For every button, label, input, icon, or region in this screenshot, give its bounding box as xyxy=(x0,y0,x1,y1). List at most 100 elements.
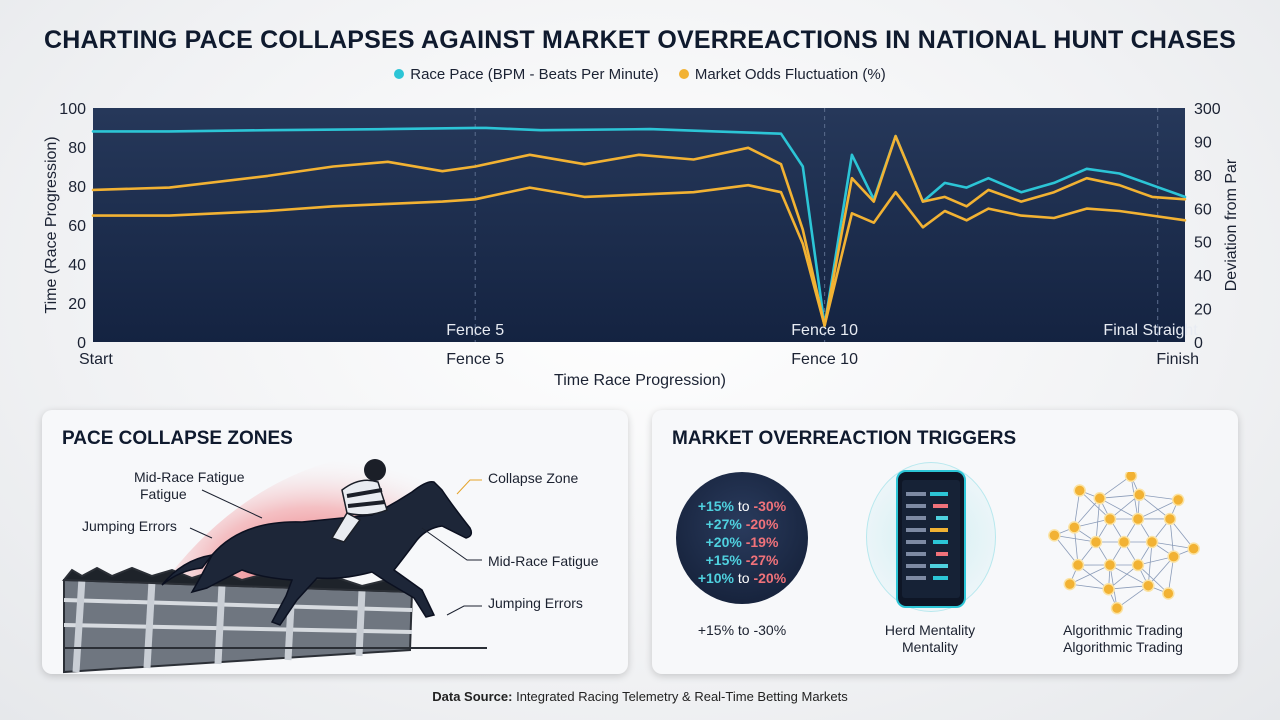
network-node xyxy=(1071,558,1085,572)
network-node xyxy=(1163,512,1177,526)
network-node xyxy=(1102,582,1115,596)
network-node xyxy=(1124,472,1138,483)
network-node xyxy=(1117,535,1131,549)
odds-positive: +15% xyxy=(697,498,735,514)
label-jumping-errors-left: Jumping Errors xyxy=(82,518,177,534)
network-edge xyxy=(1147,541,1153,586)
chart-legend: Race Pace (BPM - Beats Per Minute) Marke… xyxy=(0,66,1280,83)
phone-row-bar xyxy=(930,492,948,496)
caption-odds-range: +15% to -30% xyxy=(697,622,787,638)
odds-row: +15% -27% xyxy=(676,551,808,569)
network-node xyxy=(1162,587,1175,600)
legend-item-pace: Race Pace (BPM - Beats Per Minute) xyxy=(394,66,659,83)
milestone-label: Fence 5 xyxy=(446,322,504,339)
phone-row-bar xyxy=(933,576,948,580)
caption-algorithmic-trading: Algorithmic Trading xyxy=(1063,622,1183,638)
odds-row: +27% -20% xyxy=(676,515,808,533)
caption-algorithmic-trading-2: Algorithmic Trading xyxy=(1063,639,1183,655)
phone-row-bar xyxy=(936,516,948,520)
odds-positive: +10% xyxy=(697,570,735,586)
label-collapse-zone: Collapse Zone xyxy=(488,470,579,486)
legend-label-odds: Market Odds Fluctuation (%) xyxy=(694,66,886,83)
odds-row: +10% to -20% xyxy=(676,569,808,587)
horse-icon xyxy=(161,480,473,626)
odds-row: +20% -19% xyxy=(676,533,808,551)
phone-row-bar xyxy=(933,540,948,544)
network-node xyxy=(1089,535,1103,549)
market-overreaction-panel: MARKET OVERREACTION TRIGGERS +15% to -30… xyxy=(652,410,1238,674)
legend-dot-pace xyxy=(394,69,405,79)
data-source-label: Data Source: xyxy=(432,689,513,704)
network-edge xyxy=(1139,494,1171,520)
horse-jump-illustration xyxy=(61,448,487,674)
series-line-1 xyxy=(91,126,1187,327)
odds-swing-badge: +15% to -30% +27% -20% +20% -19% +15% -27% +… xyxy=(676,472,808,604)
odds-separator: to xyxy=(734,498,754,514)
network-edge xyxy=(1147,556,1174,586)
odds-row: +15% to -30% xyxy=(676,497,808,515)
label-fatigue-left: Fatigue xyxy=(140,486,187,502)
network-edge xyxy=(1069,583,1109,590)
network-edge xyxy=(1169,518,1175,557)
network-edge xyxy=(1137,564,1169,594)
network-node xyxy=(1131,512,1145,526)
data-source-text: Integrated Racing Telemetry & Real-Time … xyxy=(512,689,848,704)
y-tick-left: 80 xyxy=(68,140,86,157)
series-line-2 xyxy=(91,134,1187,327)
milestone-label: Fence 10 xyxy=(791,322,858,339)
x-tick-label: Fence 10 xyxy=(791,351,858,368)
network-node xyxy=(1063,577,1077,591)
y-axis-left-label: Time (Race Progression) xyxy=(43,136,60,313)
algorithm-network-icon xyxy=(1048,472,1200,615)
network-edge xyxy=(1074,498,1101,528)
network-edge xyxy=(1116,585,1149,609)
plot-area xyxy=(93,108,1185,342)
network-node xyxy=(1068,521,1081,534)
phone-row-bar xyxy=(936,552,948,556)
y-tick-right: 60 xyxy=(1194,201,1212,218)
network-node xyxy=(1093,492,1106,505)
network-edge xyxy=(1109,564,1149,587)
data-source-footer: Data Source: Integrated Racing Telemetry… xyxy=(0,689,1280,704)
caption-mentality: Mentality xyxy=(901,639,959,655)
network-edge xyxy=(1095,498,1101,543)
network-edge xyxy=(1169,518,1194,549)
network-node xyxy=(1167,550,1180,563)
network-edge xyxy=(1099,497,1139,520)
phone-row-text xyxy=(906,504,926,508)
y-tick-left: 80 xyxy=(68,179,86,196)
y-tick-left: 100 xyxy=(59,101,86,118)
odds-negative: -27% xyxy=(745,552,779,568)
x-tick-label: Fence 5 xyxy=(446,351,504,368)
market-panel-title: MARKET OVERREACTION TRIGGERS xyxy=(672,428,1017,449)
legend-label-pace: Race Pace (BPM - Beats Per Minute) xyxy=(410,66,659,83)
pace-collapse-panel: PACE COLLAPSE ZONES xyxy=(42,410,628,674)
network-node xyxy=(1103,558,1117,572)
label-jumping-errors-right: Jumping Errors xyxy=(488,595,583,611)
odds-negative: -30% xyxy=(753,498,787,514)
phone-row-text xyxy=(906,576,926,580)
y-tick-right: 90 xyxy=(1194,134,1212,151)
network-node xyxy=(1048,529,1061,542)
network-edge xyxy=(1099,475,1132,499)
y-tick-right: 300 xyxy=(1194,101,1221,118)
network-node xyxy=(1142,579,1155,592)
y-tick-left: 0 xyxy=(77,335,86,352)
network-node xyxy=(1073,484,1086,497)
line-chart: Fence 5 Fence 10 Final Straight 0 20 40 60 80 8… xyxy=(43,101,1240,389)
network-edge xyxy=(1139,494,1179,501)
network-edge xyxy=(1108,585,1149,590)
betting-app-phone-icon xyxy=(896,470,966,608)
phone-row-bar xyxy=(930,564,948,568)
legend-item-odds: Market Odds Fluctuation (%) xyxy=(678,66,886,83)
odds-negative: -20% xyxy=(745,516,779,532)
network-node xyxy=(1171,493,1185,507)
network-edge xyxy=(1054,535,1079,566)
y-axis-right-label: Deviation from Par xyxy=(1223,158,1240,291)
series-line-3 xyxy=(91,183,1187,327)
y-tick-right: 20 xyxy=(1194,302,1212,319)
network-node xyxy=(1103,512,1117,526)
network-edge xyxy=(1073,527,1079,566)
network-edge xyxy=(1099,494,1140,499)
y-tick-right: 80 xyxy=(1194,168,1212,185)
